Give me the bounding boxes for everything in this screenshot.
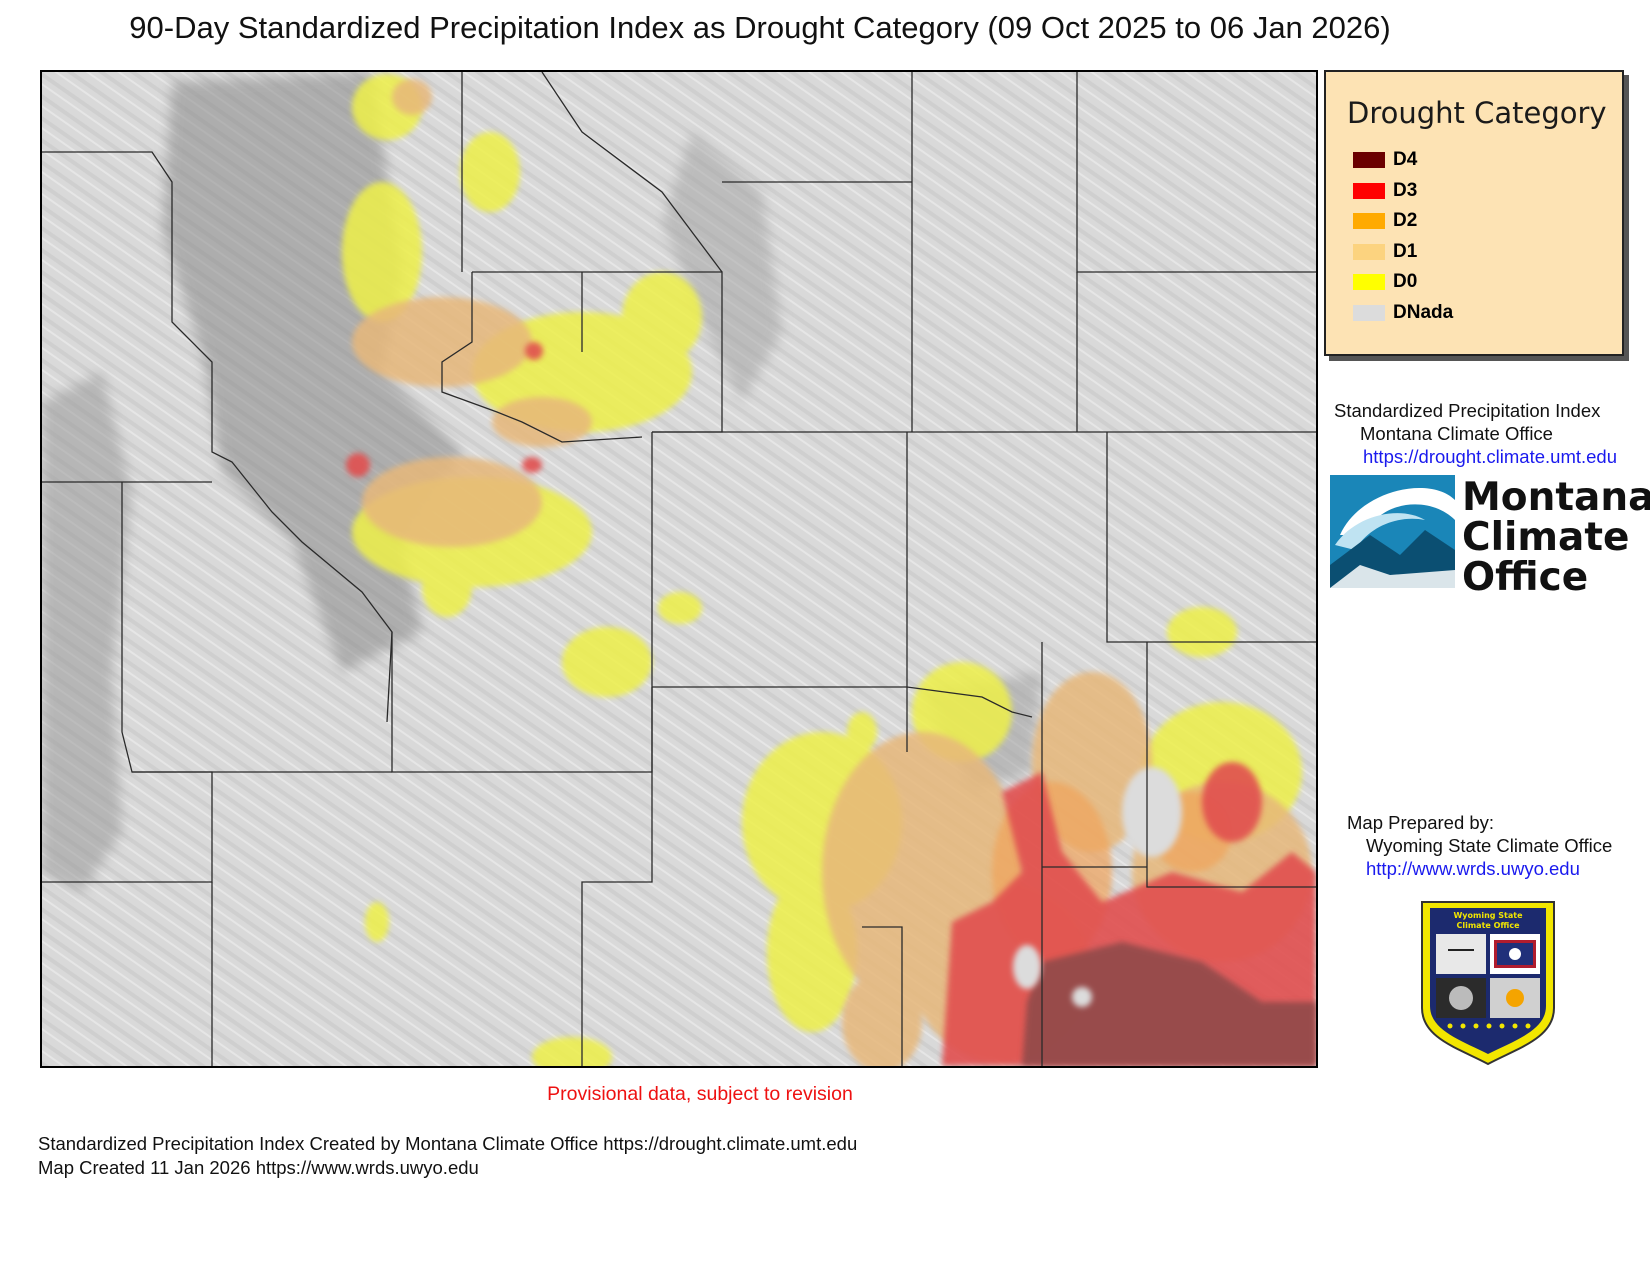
d4-overlay — [1022, 942, 1316, 1066]
no-drought-cutouts — [1013, 767, 1182, 1007]
prepared-by-org: Wyoming State Climate Office — [1366, 835, 1613, 856]
legend-item-d3: D3 — [1353, 179, 1417, 203]
legend-label: D2 — [1393, 210, 1418, 231]
legend-swatch — [1353, 152, 1385, 168]
mco-logo-line2: Climate — [1462, 515, 1630, 560]
mco-logo-graphic — [1330, 475, 1455, 588]
wsco-badge-sun-icon — [1506, 989, 1524, 1007]
wsco-badge-text-line2: Climate Office — [1456, 921, 1520, 930]
prepared-by-label: Map Prepared by: — [1347, 812, 1495, 833]
legend-swatch — [1353, 304, 1385, 321]
legend-swatch — [1353, 182, 1385, 199]
prepared-by-url[interactable]: http://www.wrds.uwyo.edu — [1366, 858, 1580, 879]
spi-credit-line1: Standardized Precipitation Index — [1334, 400, 1601, 421]
mco-logo-line3: Office — [1462, 555, 1589, 600]
mco-logo-line1: Montana — [1462, 475, 1650, 520]
legend-swatch — [1353, 243, 1385, 260]
wsco-badge-stars — [1447, 1023, 1531, 1029]
legend-label: D1 — [1393, 240, 1418, 262]
legend-swatch — [1353, 213, 1385, 229]
mco-logo-swirl — [1335, 513, 1425, 550]
wsco-badge-text-line1: Wyoming State — [1453, 911, 1523, 920]
drought-map — [40, 70, 1318, 1068]
legend-item-dnada: DNada — [1353, 301, 1453, 325]
footer-line2: Map Created 11 Jan 2026 https://www.wrds… — [38, 1157, 479, 1178]
legend-item-d2: D2 — [1353, 209, 1417, 233]
mco-logo-snow — [1330, 565, 1455, 588]
wsco-badge-moon-icon — [1449, 986, 1473, 1010]
wsco-badge-graphic: Wyoming State Climate Office — [1421, 901, 1555, 1066]
legend-item-d1: D1 — [1353, 240, 1417, 264]
legend-box: Drought Category D4 D3 D2 D1 D0 DNada — [1324, 70, 1624, 356]
legend-item-d0: D0 — [1353, 270, 1417, 294]
spi-credit-url[interactable]: https://drought.climate.umt.edu — [1363, 446, 1617, 467]
legend-label: DNada — [1393, 301, 1454, 323]
legend-title: Drought Category — [1347, 96, 1607, 130]
map-title: 90-Day Standardized Precipitation Index … — [129, 10, 1391, 45]
legend-label: D3 — [1393, 179, 1418, 201]
legend-swatch — [1353, 274, 1385, 290]
county-boundaries — [42, 72, 1316, 1066]
legend-label: D4 — [1393, 149, 1418, 170]
footer-line1: Standardized Precipitation Index Created… — [38, 1133, 858, 1154]
provisional-notice: Provisional data, subject to revision — [547, 1083, 853, 1105]
legend-item-d4: D4 — [1353, 148, 1417, 172]
map-canvas — [42, 72, 1316, 1066]
legend-label: D0 — [1393, 271, 1418, 292]
spi-credit-line2: Montana Climate Office — [1360, 423, 1553, 444]
wsco-badge-weathervane-panel — [1436, 934, 1486, 974]
wsco-badge-bison-icon — [1509, 948, 1521, 960]
